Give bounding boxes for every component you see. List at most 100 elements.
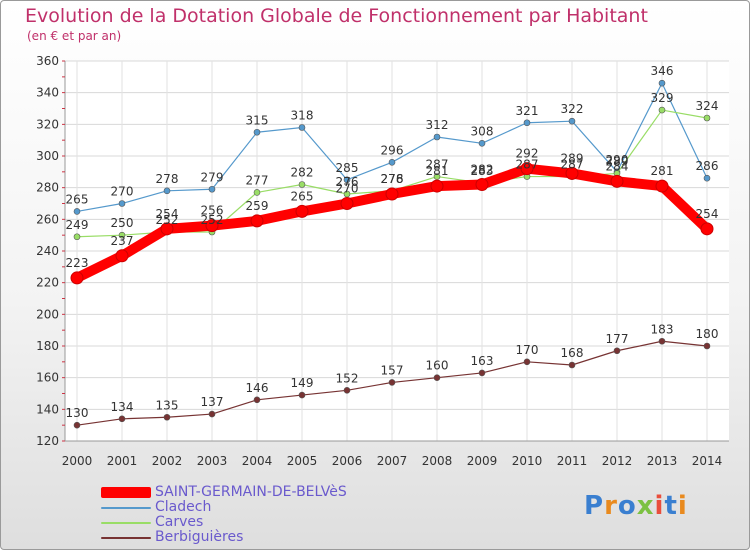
data-point [700,222,714,236]
data-label: 292 [516,147,539,161]
data-point [475,178,489,191]
data-point [163,413,171,421]
data-point [610,174,624,188]
legend-label: SAINT-GERMAIN-DE-BELVèS [155,484,347,500]
y-tick-label: 200 [36,307,59,321]
data-label: 259 [246,199,269,213]
data-point [73,233,81,241]
data-label: 135 [156,398,179,412]
data-point [253,189,261,196]
x-tick-label: 2007 [377,454,408,468]
logo-letter: r [604,491,618,521]
y-tick-label: 240 [36,244,59,258]
data-label: 281 [426,164,449,178]
data-label: 290 [606,153,629,167]
legend-label: Cladech [155,499,212,515]
data-point [478,140,486,147]
data-label: 287 [561,158,584,172]
legend-swatch [101,521,151,524]
data-label: 137 [201,395,224,409]
data-point [295,204,309,218]
data-point [385,187,399,201]
data-label: 265 [291,189,314,203]
x-tick-label: 2013 [647,454,678,468]
data-label: 237 [111,234,134,248]
data-point [205,219,219,233]
data-label: 134 [111,400,134,414]
chart-legend: SAINT-GERMAIN-DE-BELVèS Cladech Carves Berb… [101,485,347,545]
data-label: 168 [561,346,584,360]
data-label: 256 [201,204,224,218]
data-point [433,133,441,141]
legend-item: Cladech [101,500,347,515]
data-label: 289 [606,154,629,168]
data-point [703,114,711,122]
logo-letter: P [584,491,605,521]
data-point [565,166,579,180]
data-label: 249 [66,218,89,232]
data-point [568,361,576,369]
data-point [523,119,531,127]
x-tick-label: 2012 [602,454,633,468]
data-label: 276 [336,175,359,189]
data-point [433,374,441,381]
x-tick-label: 2005 [287,454,318,468]
x-tick-label: 2008 [422,454,453,468]
x-tick-label: 2010 [512,454,543,468]
data-label: 312 [426,118,449,132]
data-label: 315 [246,113,269,127]
data-point [208,185,216,193]
data-label: 270 [111,185,134,199]
y-tick-label: 140 [36,402,59,416]
y-tick-label: 300 [36,149,59,163]
data-point [73,421,81,429]
data-point [703,174,711,182]
data-point [163,187,171,195]
legend-label: Carves [155,514,204,530]
data-label: 308 [471,124,494,138]
data-point [298,391,306,399]
data-label: 282 [291,166,314,180]
logo-letter: o [617,491,637,521]
x-tick-label: 2009 [467,454,498,468]
y-tick-label: 120 [36,434,59,448]
data-point [73,208,81,215]
y-tick-label: 340 [36,86,59,100]
data-label: 346 [651,64,674,78]
data-point [388,379,396,386]
data-label: 285 [336,161,359,175]
data-point [253,128,261,136]
legend-item: SAINT-GERMAIN-DE-BELVèS [101,485,347,500]
data-point [118,231,126,239]
data-label: 252 [156,213,179,227]
legend-label: Berbiguières [155,529,244,545]
data-label: 254 [156,207,179,221]
data-label: 180 [696,327,719,341]
chart-title: Evolution de la Dotation Globale de Fonc… [25,5,648,27]
logo-letter: x [636,491,655,521]
legend-swatch [101,506,151,509]
y-tick-label: 180 [36,339,59,353]
data-point [478,369,486,377]
data-label: 152 [336,371,359,385]
data-point [658,106,666,114]
x-tick-label: 2003 [197,454,228,468]
data-label: 177 [606,332,629,346]
data-label: 279 [201,170,224,184]
data-point [115,249,129,263]
data-label: 278 [156,172,179,186]
legend-swatch [101,536,151,539]
data-label: 286 [696,159,719,173]
data-label: 157 [381,363,404,377]
y-tick-label: 360 [36,54,59,68]
data-label: 283 [471,164,494,178]
x-tick-label: 2000 [62,454,93,468]
data-point [343,176,351,184]
y-tick-label: 160 [36,371,59,385]
data-label: 183 [651,322,674,336]
logo-letter: t [664,491,678,521]
logo-letter: i [677,491,688,521]
x-tick-label: 2002 [152,454,183,468]
